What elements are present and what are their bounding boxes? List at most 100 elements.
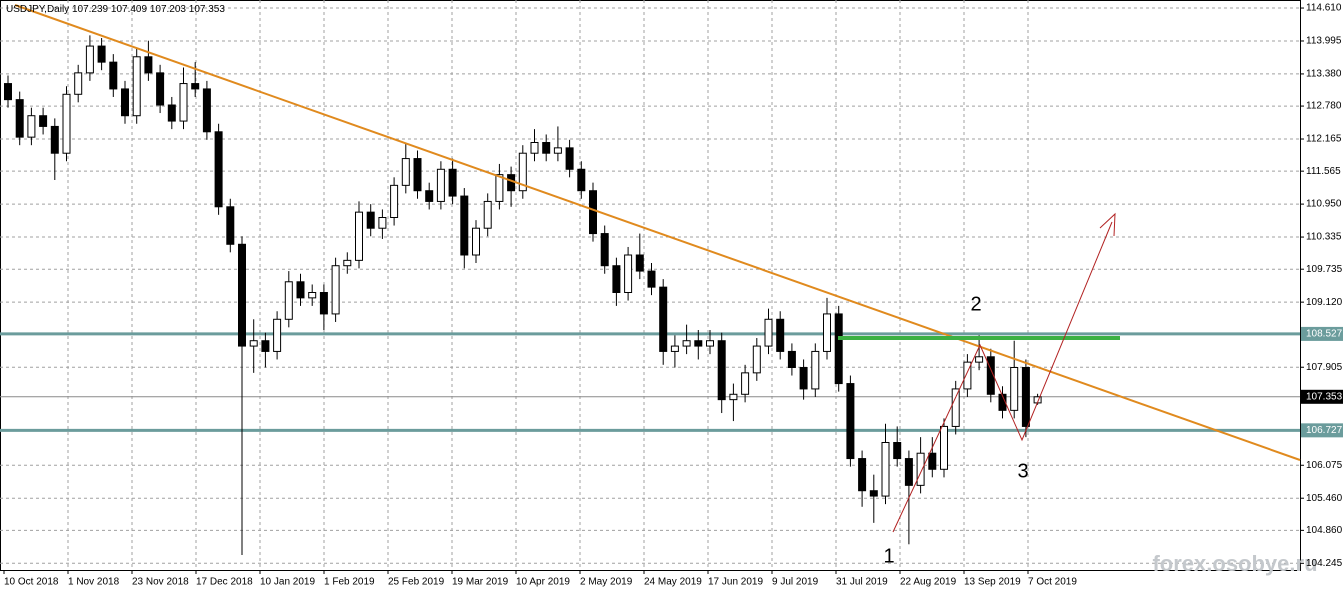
candle-body — [752, 345, 761, 374]
candle-body — [249, 340, 258, 347]
candle-body — [97, 45, 106, 63]
x-tick-label: 25 Feb 2019 — [388, 577, 445, 588]
candle-body — [366, 211, 375, 229]
candle-body — [612, 265, 621, 294]
levels — [0, 332, 1300, 432]
x-tick-label: 31 Jul 2019 — [836, 577, 888, 588]
y-tick-label: 109.120 — [1306, 297, 1343, 308]
candle-body — [413, 158, 422, 192]
x-tick-label: 22 Aug 2019 — [900, 577, 957, 588]
candle-body — [15, 99, 24, 138]
header-value: 107.239 — [72, 4, 109, 15]
candle-body — [565, 147, 574, 170]
candle-body — [577, 168, 586, 192]
candle-body — [799, 367, 808, 390]
candle-body — [74, 72, 83, 95]
arrow-head — [1099, 212, 1116, 237]
candle-body — [998, 393, 1007, 411]
candle-body — [167, 104, 176, 122]
candle-body — [319, 292, 328, 315]
candle-body — [1021, 367, 1030, 427]
header: USDJPY,Daily 107.239 107.409 107.203 107… — [6, 4, 225, 15]
annotation: 3 — [1017, 460, 1028, 482]
y-tick-label: 110.335 — [1306, 232, 1342, 243]
candle-body — [238, 243, 246, 347]
candle-body — [986, 356, 995, 395]
y-tick-label: 104.860 — [1306, 525, 1343, 536]
candle-body — [834, 313, 843, 385]
candle-body — [553, 147, 562, 154]
candle-body — [4, 83, 12, 101]
candle-body — [156, 72, 165, 106]
candle-body — [706, 340, 714, 347]
candle-body — [589, 190, 597, 235]
candle-body — [296, 281, 305, 299]
candle-body — [764, 318, 773, 347]
annotation: 2 — [970, 293, 981, 315]
y-tick-label: 113.995 — [1306, 36, 1342, 47]
candle-body — [893, 442, 902, 460]
candle-body — [355, 211, 363, 261]
x-tick-label: 1 Nov 2018 — [68, 577, 120, 588]
candle-body — [951, 388, 960, 427]
candle-body — [530, 142, 539, 154]
candle-body — [963, 361, 972, 390]
candle-body — [858, 458, 867, 492]
y-tick-label: 112.780 — [1306, 101, 1342, 112]
x-tick-label: 24 May 2019 — [644, 577, 702, 588]
candle-body — [401, 158, 410, 186]
y-tick-label: 106.075 — [1306, 460, 1343, 471]
candle-body — [518, 152, 527, 192]
x-tick-label: 10 Oct 2018 — [4, 577, 59, 588]
price-label: 107.353 — [1306, 391, 1343, 402]
candle-body — [787, 350, 796, 368]
wave-path — [892, 221, 1113, 533]
candle-body — [331, 265, 340, 315]
candle-body — [507, 174, 516, 192]
x-tick-label: 7 Oct 2019 — [1028, 577, 1077, 588]
x-tick-label: 9 Jul 2019 — [772, 577, 819, 588]
y-tick-label: 114.610 — [1306, 3, 1342, 14]
candles — [4, 35, 1042, 555]
candle-body — [109, 61, 118, 90]
y-tick-label: 104.245 — [1306, 558, 1343, 569]
header-value: 107.353 — [189, 4, 226, 15]
candle-body — [624, 254, 633, 293]
price-label: 106.727 — [1306, 425, 1343, 436]
x-tick-label: 2 May 2019 — [580, 577, 633, 588]
trend-line — [14, 4, 1301, 461]
y-tick-label: 107.905 — [1306, 362, 1343, 373]
candle-body — [27, 115, 36, 138]
candle-body — [940, 425, 948, 470]
symbol: USDJPY,Daily — [6, 4, 69, 15]
candle-body — [975, 356, 984, 363]
candle-body — [39, 115, 48, 127]
grid — [0, 0, 1300, 570]
x-tick-label: 23 Nov 2018 — [132, 577, 189, 588]
candle-body — [62, 93, 71, 154]
x-tick-label: 17 Jun 2019 — [708, 577, 763, 588]
header-value: 107.203 — [150, 4, 187, 15]
candle-body — [600, 233, 609, 267]
candle-body — [928, 452, 937, 470]
candle-body — [284, 281, 293, 320]
y-tick-label: 112.165 — [1306, 134, 1342, 145]
candle-body — [144, 56, 153, 74]
candle-body — [226, 206, 235, 245]
candle-body — [916, 452, 925, 486]
candle-body — [869, 490, 878, 497]
x-tick-label: 1 Feb 2019 — [324, 577, 375, 588]
candle-body — [635, 254, 644, 272]
candle-body — [483, 200, 492, 229]
candle-body — [741, 372, 750, 395]
watermark: forex.osobye.ru — [1152, 551, 1317, 576]
y-tick-label: 109.735 — [1306, 264, 1343, 275]
candle-body — [694, 340, 703, 347]
candle-body — [390, 184, 399, 219]
candle-body — [776, 318, 785, 352]
y-tick-label: 111.565 — [1306, 166, 1341, 177]
candle-body — [343, 259, 352, 267]
candle-body — [729, 393, 738, 401]
candle-body — [85, 45, 94, 74]
